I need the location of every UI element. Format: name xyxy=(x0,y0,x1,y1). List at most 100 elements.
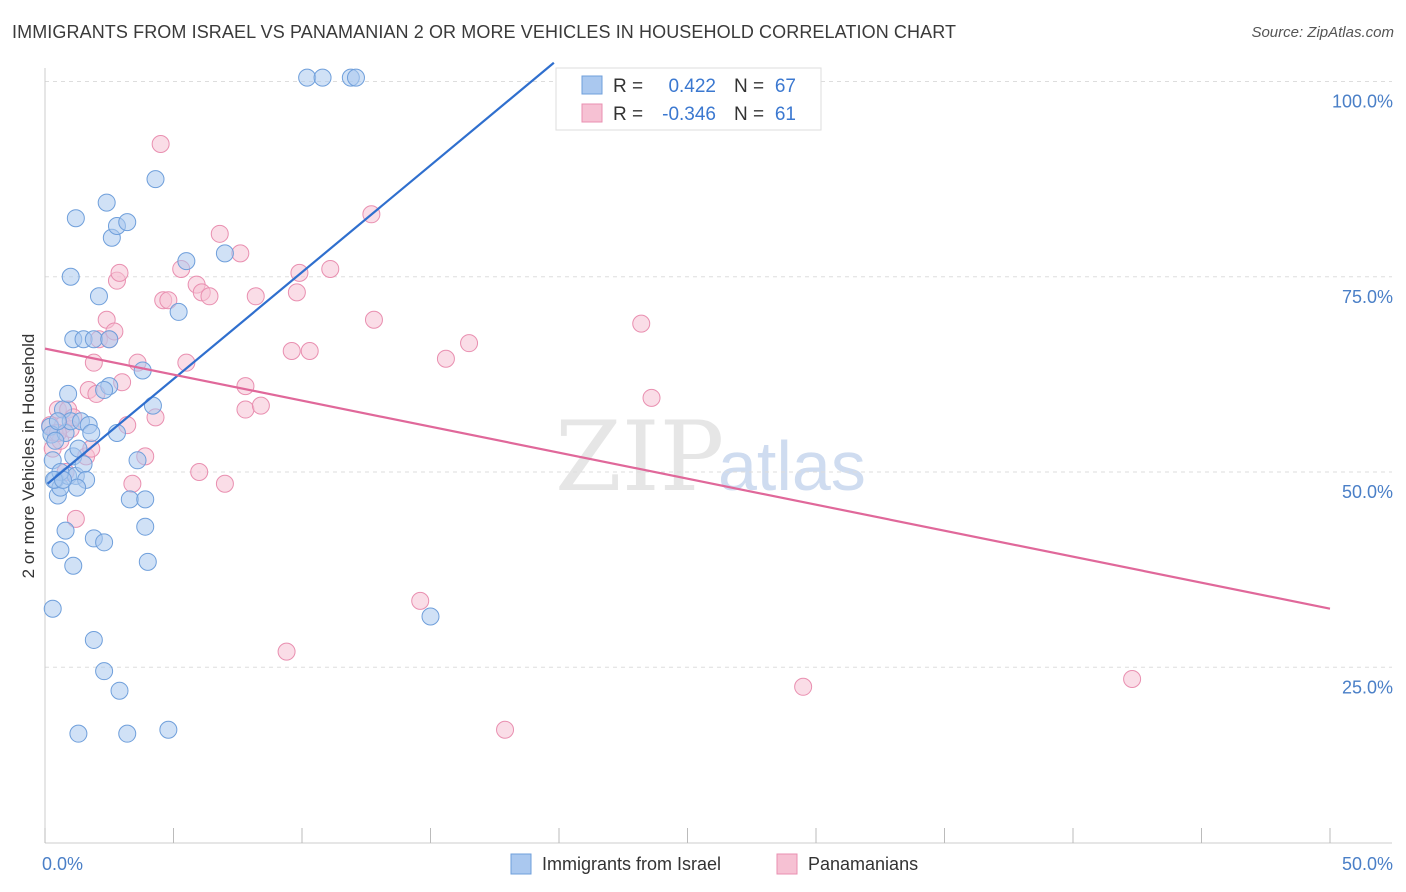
data-point-israel xyxy=(66,209,85,228)
y-tick-label: 100.0% xyxy=(1332,92,1393,112)
x-tick-label: 50.0% xyxy=(1342,854,1393,874)
data-point-israel xyxy=(100,330,119,349)
data-point-israel xyxy=(138,552,157,571)
data-point-panamanians xyxy=(436,349,455,368)
stats-swatch-blue xyxy=(581,75,603,95)
data-point-panamanians xyxy=(123,474,142,493)
y-tick-labels: 100.0% 75.0% 50.0% 25.0% xyxy=(1332,92,1393,698)
stats-r-label-blue: R = xyxy=(613,76,643,97)
watermark-atlas: atlas xyxy=(718,427,866,505)
data-point-panamanians xyxy=(151,135,170,154)
data-point-israel xyxy=(46,431,65,450)
data-point-israel xyxy=(95,662,114,681)
data-point-panamanians xyxy=(251,396,270,415)
data-point-panamanians xyxy=(246,287,265,306)
source-credit: Source: ZipAtlas.com xyxy=(1251,24,1394,41)
bottom-legend: Immigrants from Israel Panamanians xyxy=(510,853,918,875)
data-point-israel xyxy=(159,720,178,739)
data-point-panamanians xyxy=(282,341,301,360)
stats-r-value-pink: -0.346 xyxy=(662,104,716,125)
stats-legend: R = 0.422 N = 67 R = -0.346 N = 61 xyxy=(555,67,822,131)
data-point-panamanians xyxy=(642,388,661,407)
data-point-panamanians xyxy=(66,509,85,528)
data-point-panamanians xyxy=(190,463,209,482)
data-point-israel xyxy=(84,330,103,349)
trend-line-israel xyxy=(46,61,555,485)
data-point-israel xyxy=(136,517,155,536)
data-point-israel xyxy=(84,630,103,649)
data-point-israel xyxy=(346,68,365,87)
data-point-israel xyxy=(118,213,137,232)
x-tick-labels: 0.0% 50.0% xyxy=(42,854,1393,874)
data-point-panamanians xyxy=(1123,669,1142,688)
data-point-panamanians xyxy=(364,310,383,329)
data-point-israel xyxy=(68,478,87,497)
y-axis-label: 2 or more Vehicles in Household xyxy=(19,334,38,579)
data-point-israel xyxy=(313,68,332,87)
series-israel xyxy=(41,68,440,743)
stats-n-value-blue: 67 xyxy=(775,76,796,97)
data-point-israel xyxy=(82,423,101,442)
data-point-panamanians xyxy=(496,720,515,739)
data-point-panamanians xyxy=(210,224,229,243)
data-point-panamanians xyxy=(321,259,340,278)
data-point-panamanians xyxy=(287,283,306,302)
legend-label-panamanians: Panamanians xyxy=(808,854,918,874)
data-point-panamanians xyxy=(277,642,296,661)
data-point-panamanians xyxy=(215,474,234,493)
data-point-israel xyxy=(136,490,155,509)
data-point-israel xyxy=(169,302,188,321)
data-point-panamanians xyxy=(411,591,430,610)
data-point-panamanians xyxy=(300,341,319,360)
x-tick-label: 0.0% xyxy=(42,854,83,874)
stats-n-label-blue: N = xyxy=(734,76,764,97)
stats-r-label-pink: R = xyxy=(613,104,643,125)
data-point-israel xyxy=(128,451,147,470)
data-point-israel xyxy=(146,170,165,189)
data-point-israel xyxy=(56,521,75,540)
data-point-panamanians xyxy=(159,291,178,310)
data-point-panamanians xyxy=(236,400,255,419)
data-point-israel xyxy=(61,267,80,286)
data-point-israel xyxy=(43,599,62,618)
stats-swatch-pink xyxy=(581,103,603,123)
data-point-panamanians xyxy=(231,244,250,263)
y-tick-label: 50.0% xyxy=(1342,482,1393,502)
data-point-israel xyxy=(51,541,70,560)
data-point-panamanians xyxy=(794,677,813,696)
data-point-israel xyxy=(177,252,196,271)
data-point-panamanians xyxy=(110,263,129,282)
stats-r-value-blue: 0.422 xyxy=(668,76,716,97)
data-point-israel xyxy=(110,681,129,700)
data-point-panamanians xyxy=(236,377,255,396)
data-point-panamanians xyxy=(632,314,651,333)
data-point-israel xyxy=(48,412,67,431)
data-point-israel xyxy=(215,244,234,263)
stats-n-label-pink: N = xyxy=(734,104,764,125)
data-point-israel xyxy=(53,470,72,489)
stats-n-value-pink: 61 xyxy=(775,104,796,125)
data-point-israel xyxy=(89,287,108,306)
chart-title: IMMIGRANTS FROM ISRAEL VS PANAMANIAN 2 O… xyxy=(12,22,957,42)
data-point-israel xyxy=(118,724,137,743)
legend-label-israel: Immigrants from Israel xyxy=(542,854,721,874)
data-point-israel xyxy=(298,68,317,87)
axes xyxy=(44,68,1392,844)
y-tick-label: 25.0% xyxy=(1342,677,1393,697)
data-point-israel xyxy=(64,556,83,575)
data-point-israel xyxy=(95,381,114,400)
data-point-israel xyxy=(421,607,440,626)
data-point-panamanians xyxy=(460,334,479,353)
trend-lines xyxy=(44,61,1331,610)
data-point-panamanians xyxy=(200,287,219,306)
legend-swatch-israel xyxy=(510,853,532,875)
data-point-israel xyxy=(97,193,116,212)
data-point-israel xyxy=(59,384,78,403)
data-point-israel xyxy=(95,533,114,552)
data-point-israel xyxy=(120,490,139,509)
data-point-israel xyxy=(69,724,88,743)
legend-swatch-panamanians xyxy=(776,853,798,875)
trend-line-panamanians xyxy=(44,347,1331,610)
y-tick-label: 75.0% xyxy=(1342,287,1393,307)
